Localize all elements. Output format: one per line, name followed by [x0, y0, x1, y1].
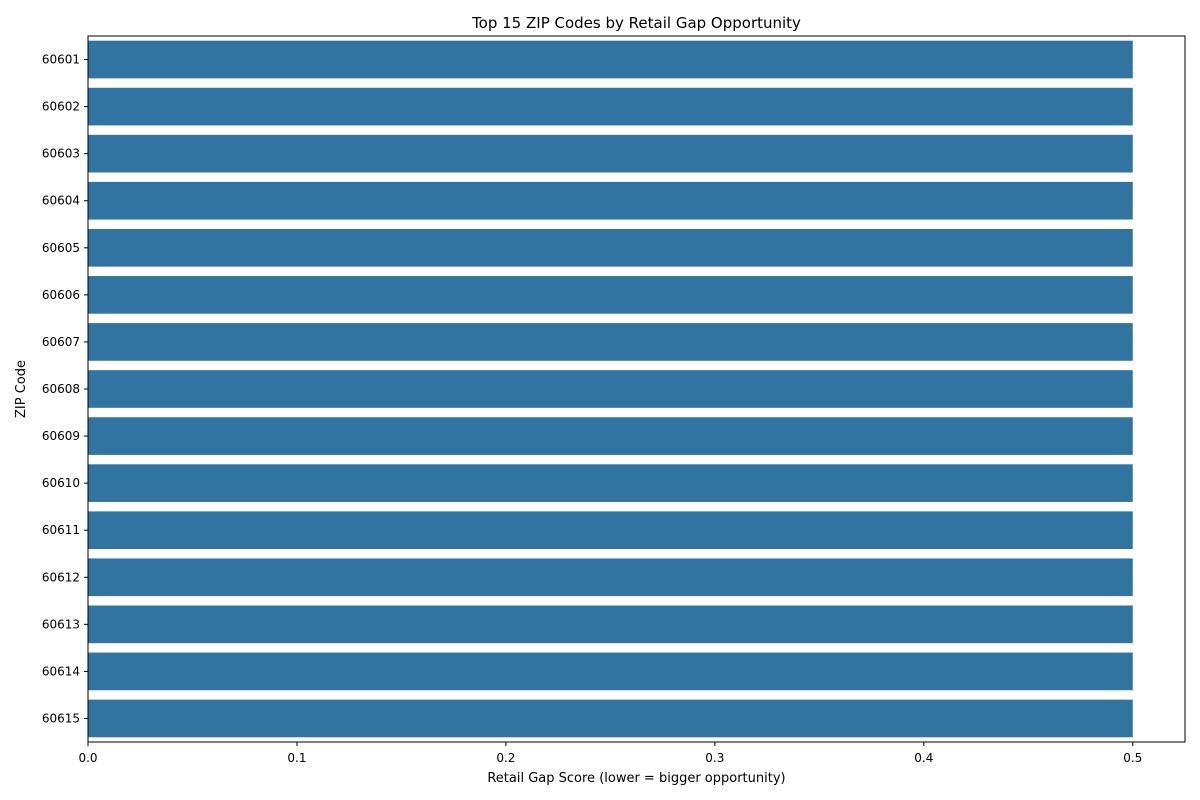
- bar-60614: [88, 652, 1133, 691]
- y-tick-label: 60610: [42, 476, 80, 490]
- bar-60606: [88, 276, 1133, 314]
- y-tick-label: 60612: [42, 570, 80, 584]
- y-tick-label: 60609: [42, 429, 80, 443]
- bar-60602: [88, 87, 1133, 126]
- x-tick-label: 0.5: [1123, 751, 1142, 765]
- bar-60610: [88, 464, 1133, 502]
- y-tick-label: 60603: [42, 147, 80, 161]
- y-tick-label: 60602: [42, 100, 80, 114]
- y-tick-label: 60604: [42, 194, 80, 208]
- y-tick-label: 60611: [42, 523, 80, 537]
- bar-60613: [88, 605, 1133, 644]
- bar-60609: [88, 417, 1133, 455]
- x-tick-label: 0.2: [496, 751, 515, 765]
- y-tick-label: 60607: [42, 335, 80, 349]
- bar-60601: [88, 40, 1133, 79]
- bars-group: [88, 40, 1133, 738]
- x-axis-label: Retail Gap Score (lower = bigger opportu…: [487, 771, 785, 786]
- bar-60605: [88, 228, 1133, 267]
- y-tick-label: 60615: [42, 711, 80, 725]
- y-tick-label: 60605: [42, 241, 80, 255]
- y-tick-label: 60614: [42, 664, 80, 678]
- bar-60607: [88, 323, 1133, 361]
- bar-60615: [88, 699, 1133, 738]
- plot-area-frame: [87, 35, 1186, 743]
- y-tick-label: 60613: [42, 617, 80, 631]
- bar-60611: [88, 511, 1133, 550]
- y-axis-label: ZIP Code: [14, 360, 29, 418]
- y-tick-label: 60606: [42, 288, 80, 302]
- y-tick-label: 60608: [42, 382, 80, 396]
- y-tick-label: 60601: [42, 53, 80, 67]
- y-axis-ticks: 60601 60602 60603 60604 60605 60606 60607 60608…: [42, 53, 88, 725]
- bar-60603: [88, 134, 1133, 173]
- x-tick-label: 0.1: [287, 751, 306, 765]
- x-tick-label: 0.3: [705, 751, 724, 765]
- x-axis-ticks: 0.0 0.1 0.2 0.3 0.4 0.5: [78, 742, 1142, 765]
- bar-60608: [88, 370, 1133, 408]
- x-tick-label: 0.4: [914, 751, 933, 765]
- bar-60604: [88, 181, 1133, 220]
- x-tick-label: 0.0: [78, 751, 97, 765]
- bar-60612: [88, 558, 1133, 597]
- chart-title: Top 15 ZIP Codes by Retail Gap Opportuni…: [471, 14, 801, 32]
